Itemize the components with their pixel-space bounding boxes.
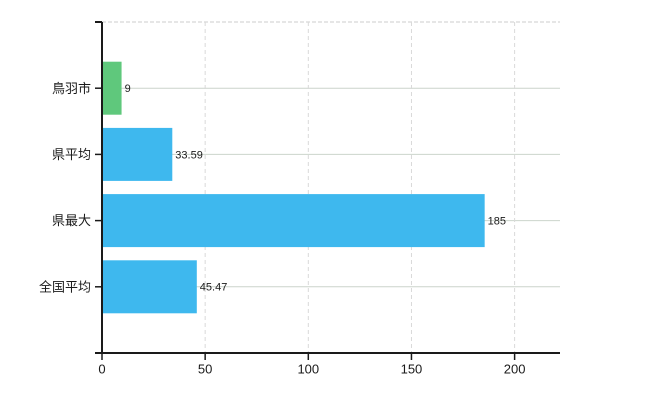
y-axis-label: 県平均 bbox=[52, 147, 91, 162]
bar bbox=[103, 260, 197, 314]
y-axis-label: 鳥羽市 bbox=[52, 81, 91, 96]
bar-value-label: 9 bbox=[125, 83, 131, 95]
bar bbox=[103, 61, 122, 115]
bar-value-label: 33.59 bbox=[175, 149, 203, 161]
x-axis-tick-label: 0 bbox=[98, 362, 105, 377]
y-axis-label: 全国平均 bbox=[39, 279, 91, 294]
bar-value-label: 185 bbox=[488, 215, 506, 227]
x-axis-tick-label: 200 bbox=[504, 362, 526, 377]
x-axis-tick-label: 100 bbox=[297, 362, 319, 377]
y-axis-label: 県最大 bbox=[52, 213, 91, 228]
bar bbox=[103, 194, 485, 248]
bar-value-label: 45.47 bbox=[200, 282, 228, 294]
x-axis-tick-label: 150 bbox=[401, 362, 423, 377]
x-axis-tick-label: 50 bbox=[198, 362, 212, 377]
bar bbox=[103, 127, 173, 181]
